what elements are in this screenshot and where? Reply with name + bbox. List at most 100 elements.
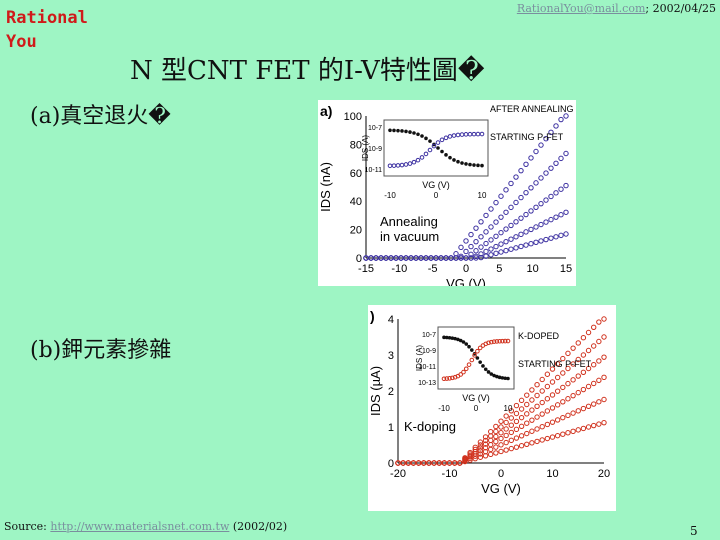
data-point [483, 229, 489, 235]
y-tick-label: 3 [388, 350, 394, 362]
data-point [565, 350, 571, 357]
data-point [575, 356, 581, 363]
data-point [478, 219, 484, 225]
inset-point [447, 376, 452, 381]
inset-point [475, 356, 480, 360]
data-point [518, 433, 525, 439]
data-point [563, 150, 569, 157]
data-point [503, 187, 509, 193]
data-point [508, 236, 514, 242]
data-point [544, 383, 551, 390]
data-point [580, 405, 587, 412]
x-axis-label: VG (V) [481, 481, 521, 496]
data-point [548, 216, 554, 223]
data-point [529, 397, 535, 403]
inset-point [444, 153, 448, 157]
data-point [565, 396, 571, 402]
data-point [503, 419, 509, 426]
data-point [539, 437, 545, 443]
data-point [508, 422, 515, 428]
inset-point [467, 344, 471, 349]
source-line: Source: http://www.materialsnet.com.tw (… [4, 520, 287, 533]
data-point [373, 255, 379, 261]
data-point [543, 236, 549, 243]
data-point [524, 420, 530, 426]
source-link[interactable]: http://www.materialsnet.com.tw [50, 520, 230, 533]
data-point [472, 455, 478, 462]
data-point [498, 241, 504, 247]
data-point [533, 204, 539, 211]
inset-x-label: VG (V) [422, 180, 450, 190]
data-point [408, 255, 414, 261]
data-point [473, 248, 479, 254]
data-point [591, 324, 597, 330]
data-point [518, 231, 524, 238]
data-point [493, 219, 499, 225]
data-point [453, 251, 459, 257]
data-point [388, 255, 394, 261]
data-point [483, 212, 489, 219]
inset-y-tick: 10-9 [422, 348, 436, 355]
x-tick-label: -10 [391, 263, 407, 275]
data-point [363, 255, 369, 261]
data-point [563, 209, 569, 215]
data-point [548, 129, 554, 136]
data-point [538, 238, 544, 244]
data-point [523, 161, 529, 167]
inset-point [404, 129, 408, 134]
data-point [601, 419, 607, 426]
data-point [518, 167, 524, 174]
inset-point [408, 130, 412, 134]
inset-y-tick: 10-11 [365, 167, 382, 174]
data-point [596, 421, 602, 427]
data-point [513, 444, 520, 450]
data-point [410, 460, 417, 466]
data-point [513, 410, 520, 417]
data-point [601, 396, 607, 403]
data-point [503, 413, 509, 419]
data-point [478, 251, 484, 257]
data-point [560, 399, 566, 405]
data-point [488, 451, 494, 458]
y-tick-label: 1 [388, 422, 394, 434]
data-point [544, 421, 551, 428]
data-point [457, 460, 463, 466]
data-point [513, 234, 519, 240]
data-point [473, 253, 479, 260]
email-link[interactable]: RationalYou@mail.com [516, 2, 646, 15]
data-point [539, 424, 545, 430]
data-point [529, 407, 535, 413]
inset-point [444, 335, 449, 340]
data-point [498, 214, 504, 220]
data-point [498, 435, 504, 442]
inset-point [452, 158, 456, 162]
data-point [473, 238, 479, 245]
data-point [554, 388, 561, 394]
data-point [533, 224, 539, 230]
inset-point [440, 149, 444, 154]
inset-point [428, 139, 432, 143]
data-point [477, 439, 484, 445]
inset-point [492, 373, 496, 378]
inset-point [478, 360, 482, 364]
data-point [538, 221, 544, 228]
data-point [591, 380, 597, 387]
data-point [523, 211, 529, 218]
data-point [478, 254, 484, 261]
data-point [513, 199, 519, 206]
data-point [458, 253, 464, 260]
data-point [493, 423, 499, 430]
data-point [482, 441, 489, 447]
data-point [488, 441, 494, 448]
data-point [560, 355, 566, 362]
inset-point [435, 140, 441, 145]
inset-point [403, 162, 409, 167]
data-point [524, 392, 530, 398]
data-point [565, 365, 571, 372]
series-curve5 [363, 231, 569, 261]
header-email-date: RationalYou@mail.com; 2002/04/25 [510, 2, 716, 15]
data-point [482, 437, 489, 444]
inset-y-tick: 10-13 [418, 380, 436, 387]
data-point [503, 447, 509, 453]
inset-x-tick: -10 [384, 191, 396, 200]
